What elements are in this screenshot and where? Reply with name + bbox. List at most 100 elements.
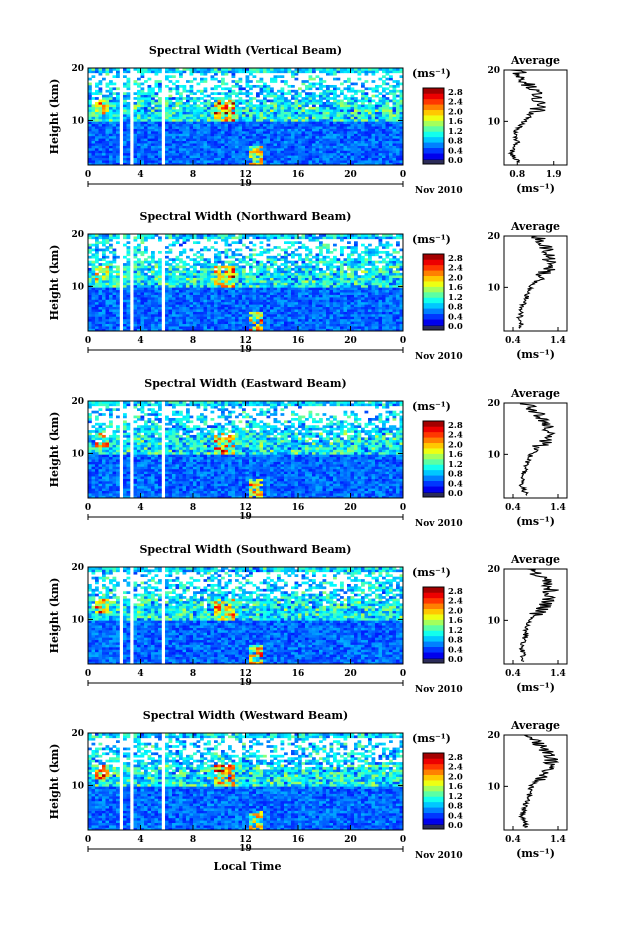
heatmap-cell [287, 287, 292, 291]
heatmap-cell [91, 289, 96, 293]
heatmap-cell [298, 68, 302, 71]
heatmap-cell [140, 267, 145, 271]
heatmap-cell [294, 326, 299, 329]
heatmap-cell [144, 116, 148, 120]
heatmap-cell [392, 114, 397, 117]
heatmap-cell [116, 309, 120, 312]
heatmap-cell [140, 118, 145, 122]
heatmap-cell [91, 155, 96, 159]
heatmap-cell [333, 70, 337, 74]
heatmap-cell [308, 138, 313, 142]
heatmap-cell [203, 111, 208, 115]
heatmap-cell [277, 143, 281, 146]
heatmap-cell [179, 272, 183, 276]
heatmap-cell [182, 140, 187, 144]
heatmap-cell [361, 118, 365, 122]
heatmap-cell [179, 250, 183, 254]
heatmap-cell [126, 311, 131, 315]
heatmap-cell [224, 287, 229, 291]
heatmap-cell [144, 267, 148, 271]
heatmap-cell [189, 306, 194, 310]
heatmap-cell [287, 145, 292, 149]
heatmap-cell [207, 292, 211, 295]
heatmap-cell [151, 143, 155, 146]
heatmap-cell [375, 160, 379, 163]
heatmap-cell [95, 145, 99, 149]
heatmap-cell [266, 260, 271, 264]
heatmap-cell [375, 150, 379, 154]
heatmap-cell [322, 143, 327, 146]
heatmap-cell [203, 270, 208, 274]
heatmap-cell [333, 89, 337, 93]
heatmap-cell [259, 282, 264, 286]
heatmap-cell [98, 160, 103, 163]
heatmap-cell [102, 128, 106, 132]
heatmap-cell [210, 155, 215, 159]
heatmap-cell [158, 99, 162, 103]
heatmap-cell [280, 162, 285, 166]
heatmap-cell [224, 311, 229, 315]
heatmap-cell [193, 241, 197, 244]
heatmap-cell [385, 135, 390, 139]
heatmap-cell [385, 116, 390, 120]
heatmap-cell [179, 258, 183, 261]
heatmap-cell [98, 301, 103, 305]
heatmap-cell [224, 118, 229, 122]
heatmap-cell [88, 106, 92, 110]
heatmap-cell [259, 241, 264, 244]
heatmap-cell [396, 126, 400, 129]
heatmap-cell [256, 68, 260, 71]
heatmap-cell [284, 289, 288, 293]
heatmap-cell [364, 111, 369, 115]
heatmap-cell [95, 138, 99, 142]
heatmap-cell [137, 275, 141, 278]
heatmap-cell [259, 101, 264, 105]
heatmap-cell [88, 236, 92, 240]
heatmap-cell [88, 275, 92, 278]
heatmap-cell [284, 121, 288, 125]
heatmap-cell [301, 80, 306, 83]
heatmap-cell [147, 314, 152, 317]
heatmap-cell [350, 133, 355, 137]
heatmap-cell [207, 121, 211, 125]
heatmap-cell [235, 248, 239, 252]
heatmap-cell [231, 311, 236, 315]
heatmap-cell [200, 272, 204, 276]
heatmap-cell [158, 138, 162, 142]
heatmap-cell [193, 311, 197, 315]
heatmap-cell [259, 260, 264, 264]
heatmap-cell [175, 299, 180, 303]
heatmap-cell [280, 138, 285, 142]
heatmap-cell [109, 138, 113, 142]
heatmap-cell [273, 282, 278, 286]
heatmap [88, 234, 404, 332]
heatmap-cell [301, 243, 306, 247]
heatmap-cell [252, 258, 257, 261]
heatmap-cell [200, 77, 204, 81]
heatmap-cell [259, 118, 264, 122]
heatmap-cell [88, 277, 92, 281]
heatmap-cell [294, 314, 299, 317]
heatmap-cell [116, 280, 120, 283]
heatmap-cell [361, 109, 365, 112]
heatmap-cell [182, 143, 187, 146]
heatmap-cell [88, 304, 92, 308]
heatmap-cell [102, 234, 106, 237]
heatmap-cell [280, 277, 285, 281]
heatmap-cell [137, 248, 141, 252]
heatmap-cell [256, 260, 260, 264]
heatmap-cell [147, 316, 152, 320]
heatmap-cell [116, 128, 120, 132]
heatmap-cell [214, 323, 218, 327]
heatmap-cell [266, 131, 271, 134]
heatmap-cell [259, 87, 264, 91]
heatmap-cell [144, 104, 148, 108]
heatmap-cell [392, 101, 397, 105]
heatmap-cell [368, 87, 372, 91]
heatmap-cell [168, 101, 173, 105]
heatmap-cell [172, 114, 176, 117]
heatmap-cell [273, 68, 278, 71]
heatmap-cell [389, 118, 393, 122]
heatmap-cell [224, 316, 229, 320]
heatmap-cell [231, 234, 236, 237]
